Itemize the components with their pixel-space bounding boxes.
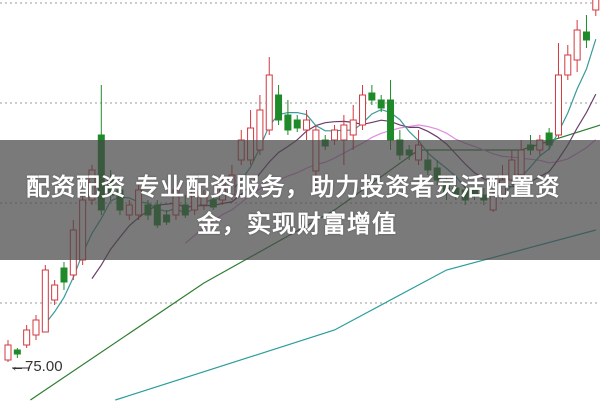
price-label: ←75.00 [10, 358, 63, 375]
banner-title-line-1: 配资配资 专业配资服务，助力投资者灵活配置资 [26, 173, 561, 201]
candle-body [387, 99, 395, 141]
candle-body [293, 119, 301, 129]
candle-body [51, 284, 59, 301]
candle-body [368, 92, 376, 101]
candle-body [359, 94, 367, 126]
candle-body [573, 29, 581, 61]
candle-body [303, 119, 311, 131]
candle-body [331, 129, 339, 141]
banner-title-line-2: 金，实现财富增值 [197, 210, 397, 238]
candle-body [275, 94, 283, 121]
candle-body [564, 54, 572, 76]
candle-body [582, 31, 590, 41]
candle-body [23, 329, 31, 346]
title-banner [0, 140, 600, 260]
candle-body [592, 0, 600, 11]
candle-body [265, 74, 273, 131]
candle-body [32, 319, 40, 336]
candle-body [13, 349, 21, 355]
candle-body [60, 267, 68, 283]
candle-body [41, 269, 49, 333]
candle-body [349, 119, 357, 136]
candle-body [554, 74, 562, 136]
price-label-value: 75.00 [25, 358, 63, 375]
arrow-left-icon: ← [10, 358, 25, 375]
candle-body [377, 99, 385, 109]
candle-body [340, 124, 348, 141]
candle-body [284, 114, 292, 131]
candle-body [4, 344, 12, 361]
